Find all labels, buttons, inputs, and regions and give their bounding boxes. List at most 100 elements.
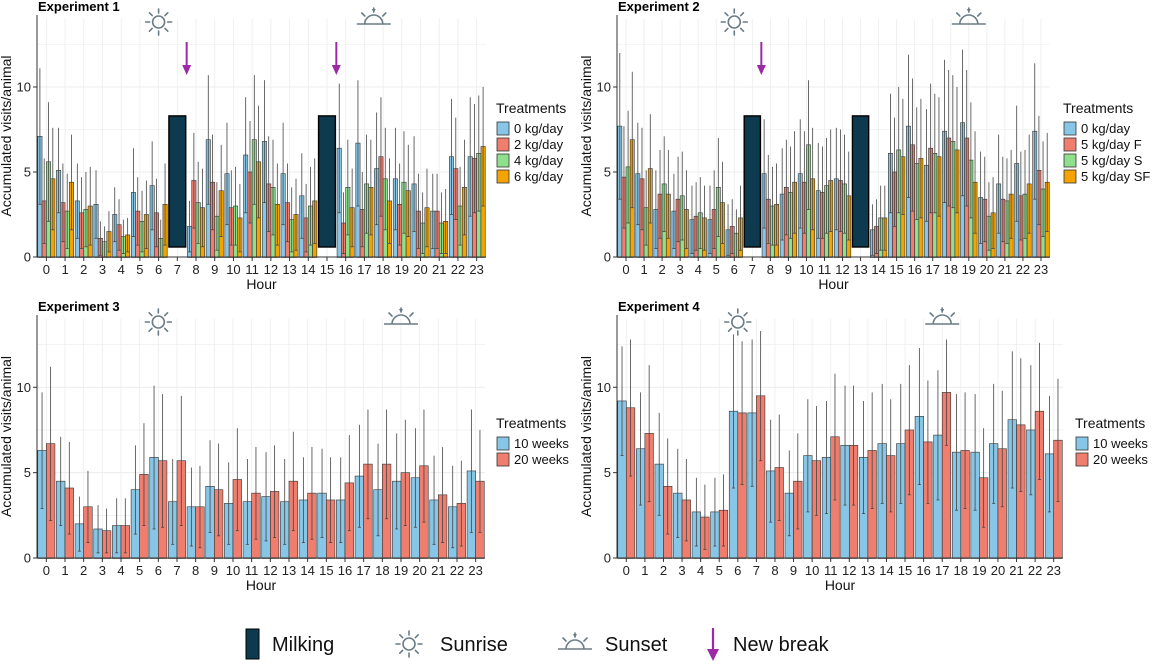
x-tick-label: 12	[264, 262, 278, 277]
x-tick-label: 18	[376, 262, 390, 277]
x-tick-label: 4	[697, 563, 704, 578]
legend-swatch	[496, 121, 510, 136]
legend-label: 2 kg/day	[514, 137, 564, 152]
x-tick-label: 23	[468, 563, 482, 578]
legend-swatch	[496, 169, 510, 184]
legend-swatch	[1063, 121, 1077, 136]
legend-swatch	[496, 452, 510, 467]
x-tick-label: 20	[412, 563, 426, 578]
new-break-arrow-icon	[182, 42, 192, 75]
x-tick-label: 18	[944, 262, 958, 277]
x-tick-label: 6	[155, 262, 162, 277]
panel-title: Experiment 2	[618, 0, 700, 14]
legend-swatch	[1063, 169, 1077, 184]
x-tick-label: 11	[818, 262, 832, 277]
arrow-head	[756, 65, 766, 75]
legend-swatch	[496, 436, 510, 451]
x-tick-label: 17	[935, 563, 949, 578]
x-tick-label: 15	[319, 563, 333, 578]
x-tick-label: 8	[767, 262, 774, 277]
milking-bar	[317, 115, 337, 248]
y-tick-label: 5	[604, 165, 611, 180]
x-tick-label: 14	[871, 262, 885, 277]
x-tick-label: 12	[263, 563, 277, 578]
y-tick-label: 0	[24, 250, 31, 265]
legend-label: 10 weeks	[514, 436, 569, 451]
x-tick-label: 20	[991, 563, 1005, 578]
y-tick-label: 0	[604, 250, 611, 265]
x-tick-label: 13	[282, 262, 296, 277]
x-tick-label: 3	[99, 262, 106, 277]
x-tick-label: 4	[117, 563, 124, 578]
x-tick-label: 17	[925, 262, 939, 277]
x-tick-label: 19	[962, 262, 976, 277]
x-tick-label: 0	[623, 563, 630, 578]
x-tick-label: 3	[99, 563, 106, 578]
x-tick-label: 1	[641, 563, 648, 578]
x-tick-label: 2	[658, 262, 665, 277]
x-tick-label: 10	[805, 563, 819, 578]
x-tick-label: 10	[799, 262, 813, 277]
x-tick-label: 19	[972, 563, 986, 578]
x-tick-label: 14	[300, 563, 314, 578]
sunrise-icon	[395, 630, 423, 658]
legend-label: 0 kg/day	[1081, 121, 1131, 136]
y-axis-title: Accumulated visits/animal	[578, 55, 594, 216]
x-tick-label: 5	[716, 563, 723, 578]
x-tick-label: 2	[80, 563, 87, 578]
x-tick-label: 22	[451, 262, 465, 277]
x-tick-label: 22	[450, 563, 464, 578]
x-tick-label: 8	[192, 262, 199, 277]
y-tick-label: 10	[597, 80, 611, 95]
bars	[617, 330, 1063, 559]
y-tick-label: 5	[24, 465, 31, 480]
x-tick-label: 19	[395, 262, 409, 277]
x-tick-label: 10	[226, 563, 240, 578]
x-axis-title: Hour	[825, 577, 856, 593]
x-tick-label: 9	[211, 262, 218, 277]
x-tick-label: 5	[713, 262, 720, 277]
sunset-legend-label: Sunset	[605, 634, 668, 656]
milking-bar	[168, 115, 187, 248]
legend-swatch	[1075, 452, 1089, 467]
legend-swatch	[1063, 153, 1077, 168]
panel-title: Experiment 1	[38, 0, 120, 14]
x-tick-label: 12	[842, 563, 856, 578]
new-break-arrow-icon	[331, 42, 341, 75]
x-tick-label: 15	[898, 563, 912, 578]
y-tick-label: 10	[17, 80, 31, 95]
x-tick-label: 6	[734, 563, 741, 578]
x-tick-label: 21	[432, 262, 446, 277]
x-tick-label: 22	[1028, 563, 1042, 578]
x-tick-label: 21	[1009, 563, 1023, 578]
new-break-arrow-icon	[756, 42, 766, 75]
x-tick-label: 4	[695, 262, 702, 277]
bars	[37, 68, 486, 258]
x-tick-label: 7	[749, 262, 756, 277]
panel-title: Experiment 4	[618, 299, 700, 314]
x-tick-label: 15	[320, 262, 334, 277]
legend-label: 4 kg/day	[514, 153, 564, 168]
new-break-arrow-icon	[707, 628, 719, 661]
y-axis-title: Accumulated visits/animal	[0, 356, 14, 517]
x-tick-label: 1	[640, 262, 647, 277]
x-tick-label: 11	[245, 563, 259, 578]
x-tick-label: 11	[824, 563, 838, 578]
x-tick-label: 18	[375, 563, 389, 578]
new-break-legend-label: New break	[733, 634, 830, 656]
x-axis-title: Hour	[818, 276, 849, 292]
x-tick-label: 18	[954, 563, 968, 578]
panel-title: Experiment 3	[38, 299, 120, 314]
y-tick-label: 10	[17, 380, 31, 395]
x-tick-label: 11	[245, 262, 259, 277]
x-tick-label: 10	[226, 262, 240, 277]
x-tick-label: 1	[61, 563, 68, 578]
x-tick-label: 0	[43, 262, 50, 277]
y-tick-label: 10	[597, 380, 611, 395]
